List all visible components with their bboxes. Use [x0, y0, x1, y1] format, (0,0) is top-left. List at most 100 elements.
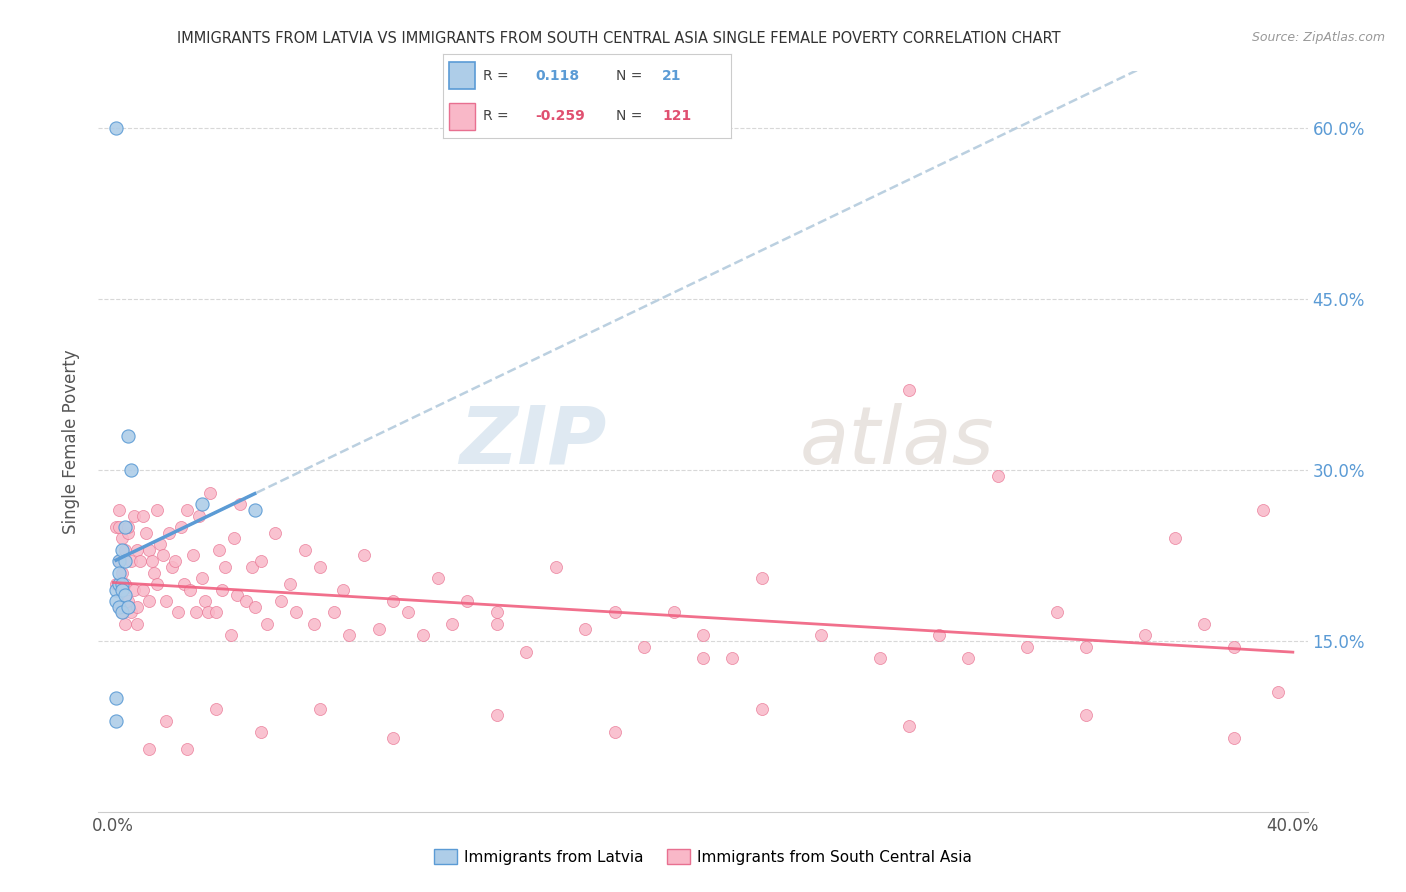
Text: 121: 121: [662, 109, 692, 123]
Point: [117, 525, 139, 540]
Point: [270, 594, 292, 608]
Point: [515, 645, 537, 659]
Point: [105, 121, 128, 136]
Point: [308, 559, 330, 574]
Point: [264, 525, 287, 540]
Point: [226, 588, 249, 602]
Point: [692, 628, 714, 642]
Point: [1135, 628, 1157, 642]
Point: [122, 582, 145, 597]
Point: [117, 599, 139, 614]
Point: [1017, 640, 1039, 654]
Point: [211, 582, 233, 597]
Point: [125, 542, 148, 557]
Text: Source: ZipAtlas.com: Source: ZipAtlas.com: [1251, 31, 1385, 45]
Text: R =: R =: [484, 109, 509, 123]
Point: [105, 714, 128, 728]
Point: [181, 549, 204, 563]
Point: [751, 571, 773, 585]
Point: [898, 719, 921, 733]
Point: [165, 554, 187, 568]
Point: [692, 651, 714, 665]
Point: [108, 599, 131, 614]
Point: [240, 559, 263, 574]
Point: [114, 588, 136, 602]
Text: ZIP: ZIP: [458, 402, 606, 481]
Point: [152, 549, 174, 563]
Point: [382, 594, 405, 608]
Point: [285, 606, 308, 620]
Point: [323, 606, 346, 620]
Point: [987, 468, 1010, 483]
Point: [1223, 640, 1246, 654]
Text: N =: N =: [616, 69, 643, 83]
Point: [187, 508, 209, 523]
Text: N =: N =: [616, 109, 643, 123]
Point: [131, 508, 153, 523]
Text: atlas: atlas: [800, 402, 994, 481]
Point: [721, 651, 744, 665]
Point: [105, 577, 128, 591]
Point: [155, 714, 177, 728]
Point: [1253, 503, 1275, 517]
Point: [194, 594, 217, 608]
Point: [114, 542, 136, 557]
Point: [135, 525, 157, 540]
Point: [111, 542, 134, 557]
Point: [108, 503, 131, 517]
Point: [928, 628, 950, 642]
Point: [108, 520, 131, 534]
Point: [219, 628, 242, 642]
Text: R =: R =: [484, 69, 509, 83]
Point: [173, 577, 195, 591]
Point: [243, 503, 266, 517]
Point: [114, 520, 136, 534]
Y-axis label: Single Female Poverty: Single Female Poverty: [62, 350, 80, 533]
Legend: Immigrants from Latvia, Immigrants from South Central Asia: Immigrants from Latvia, Immigrants from …: [427, 843, 979, 871]
Point: [426, 571, 449, 585]
Point: [125, 599, 148, 614]
Point: [138, 594, 160, 608]
Point: [167, 606, 190, 620]
Point: [170, 520, 193, 534]
Point: [157, 525, 180, 540]
Point: [222, 532, 245, 546]
Point: [120, 606, 142, 620]
Point: [294, 542, 316, 557]
Point: [456, 594, 478, 608]
Bar: [449, 62, 475, 89]
Point: [1046, 606, 1069, 620]
Point: [108, 554, 131, 568]
Point: [412, 628, 434, 642]
Point: [367, 623, 389, 637]
Point: [105, 594, 128, 608]
Point: [353, 549, 375, 563]
Point: [485, 707, 508, 722]
Point: [146, 577, 169, 591]
Point: [332, 582, 354, 597]
Point: [146, 503, 169, 517]
Point: [138, 742, 160, 756]
Point: [249, 725, 271, 739]
Point: [108, 577, 131, 591]
Point: [243, 599, 266, 614]
Point: [256, 616, 278, 631]
Point: [1223, 731, 1246, 745]
Point: [205, 606, 228, 620]
Point: [869, 651, 891, 665]
Point: [1076, 640, 1098, 654]
Point: [105, 520, 128, 534]
Point: [111, 582, 134, 597]
Point: [190, 571, 212, 585]
Point: [111, 566, 134, 580]
Point: [544, 559, 567, 574]
Point: [114, 577, 136, 591]
Point: [179, 582, 201, 597]
Text: 21: 21: [662, 69, 682, 83]
Point: [898, 384, 921, 398]
Point: [117, 594, 139, 608]
Point: [143, 566, 166, 580]
Point: [382, 731, 405, 745]
Point: [117, 429, 139, 443]
Point: [111, 606, 134, 620]
